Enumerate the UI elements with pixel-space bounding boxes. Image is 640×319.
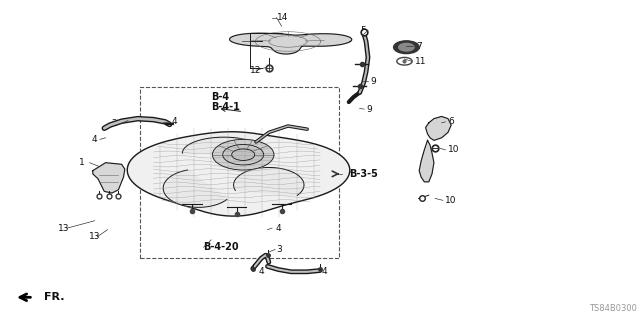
Text: 2: 2 [111, 119, 117, 128]
Polygon shape [182, 137, 266, 153]
Text: 13: 13 [58, 224, 70, 233]
Polygon shape [426, 116, 451, 140]
Text: FR.: FR. [44, 292, 64, 302]
Text: 8: 8 [236, 37, 241, 46]
Text: 10: 10 [445, 196, 456, 205]
Text: 5: 5 [361, 26, 366, 35]
Polygon shape [93, 163, 125, 193]
Bar [140, 87, 339, 258]
Text: 4: 4 [321, 267, 327, 276]
Text: 7: 7 [416, 42, 422, 51]
Circle shape [223, 145, 264, 165]
Text: B-3-5: B-3-5 [349, 169, 378, 179]
Text: 6: 6 [448, 117, 454, 126]
Text: 10: 10 [448, 145, 460, 154]
Text: 4: 4 [172, 117, 177, 126]
Text: 3: 3 [276, 245, 282, 254]
Text: 13: 13 [89, 232, 100, 241]
Circle shape [394, 41, 419, 54]
Text: 1: 1 [79, 158, 85, 167]
Text: B-4-1: B-4-1 [211, 102, 240, 112]
Polygon shape [419, 140, 434, 182]
Text: 11: 11 [415, 57, 426, 66]
Text: 9: 9 [370, 77, 376, 86]
Circle shape [212, 139, 274, 170]
Polygon shape [230, 33, 352, 54]
Text: 12: 12 [250, 66, 261, 75]
Text: 4: 4 [259, 267, 264, 276]
Text: 4: 4 [275, 224, 281, 233]
Text: B-4-20: B-4-20 [204, 242, 239, 252]
Text: 14: 14 [276, 13, 288, 22]
Circle shape [232, 149, 255, 160]
Text: 9: 9 [366, 105, 372, 114]
Text: 4: 4 [92, 135, 97, 144]
Text: B-4: B-4 [211, 92, 229, 102]
Circle shape [399, 43, 414, 51]
Polygon shape [127, 132, 350, 216]
Text: TS84B0300: TS84B0300 [589, 304, 637, 313]
Polygon shape [234, 167, 304, 195]
Polygon shape [163, 170, 227, 207]
